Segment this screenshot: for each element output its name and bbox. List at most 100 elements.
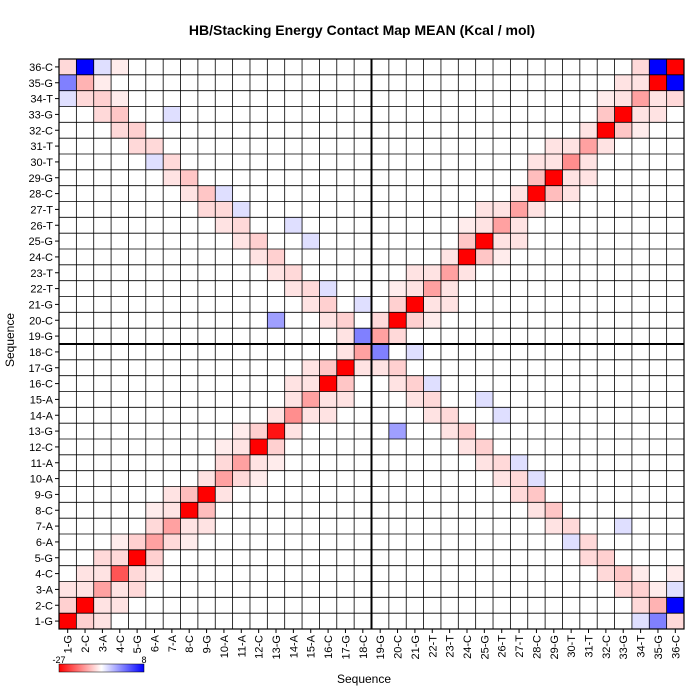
heatmap-cell — [388, 359, 407, 376]
heatmap-cell — [111, 534, 129, 550]
heatmap-cell — [493, 454, 511, 471]
heatmap-cell — [215, 486, 233, 503]
heatmap-cell — [527, 486, 546, 503]
heatmap-cell — [631, 613, 650, 629]
heatmap-cell — [423, 296, 441, 313]
heatmap-cells — [59, 59, 684, 629]
heatmap-cell — [649, 581, 667, 598]
x-tick-label: 23-T — [445, 635, 457, 658]
heatmap-cell — [666, 597, 684, 614]
heatmap-cell — [93, 597, 112, 614]
heatmap-cell — [579, 138, 598, 154]
heatmap-cell — [406, 296, 424, 313]
y-tick-label: 18-C — [29, 347, 53, 359]
x-tick-label: 16-C — [323, 635, 335, 659]
y-axis-ticks: 1-G 2-C 3-A 4-C 5-G 6-A 7-A 8-C 9-G 10-A 11-A 12-C 1… — [29, 62, 59, 628]
heatmap-cell — [510, 201, 528, 218]
heatmap-cell — [128, 565, 146, 582]
heatmap-cell — [302, 375, 320, 392]
heatmap-cell — [354, 359, 372, 376]
y-tick-label: 13-G — [29, 426, 53, 438]
heatmap-cell — [493, 470, 511, 487]
heatmap-cell — [93, 59, 112, 75]
heatmap-cell — [215, 439, 233, 455]
x-tick-label: 14-A — [288, 634, 300, 658]
heatmap-cell — [232, 217, 250, 234]
heatmap-cell — [145, 138, 164, 154]
heatmap-cell — [440, 249, 459, 265]
heatmap-cell — [197, 486, 216, 503]
y-tick-label: 19-G — [29, 331, 53, 343]
heatmap-cell — [249, 454, 268, 471]
heatmap-cell — [319, 375, 337, 392]
heatmap-cell — [180, 502, 198, 519]
heatmap-cell — [284, 217, 303, 234]
heatmap-cell — [302, 296, 320, 313]
heatmap-cell — [215, 185, 233, 202]
x-tick-label: 6-A — [149, 634, 161, 652]
heatmap-cell — [649, 613, 667, 629]
colorbar-gradient — [58, 663, 145, 673]
heatmap-cell — [475, 233, 494, 249]
x-tick-label: 26-T — [497, 635, 509, 658]
x-tick-label: 36-C — [670, 635, 682, 659]
heatmap-cell — [76, 74, 94, 91]
x-tick-label: 28-C — [531, 635, 543, 659]
heatmap-cell — [475, 249, 494, 265]
heatmap-cell — [267, 249, 285, 265]
heatmap-cell — [631, 106, 650, 123]
heatmap-cell — [440, 423, 459, 439]
heatmap-cell — [93, 549, 112, 566]
heatmap-cell — [562, 154, 580, 170]
heatmap-cell — [302, 407, 320, 424]
heatmap-cell — [249, 470, 268, 487]
y-tick-label: 34-T — [30, 94, 53, 106]
heatmap-cell — [388, 296, 407, 313]
heatmap-cell — [614, 90, 632, 107]
heatmap-cell — [493, 201, 511, 218]
heatmap-cell — [527, 502, 546, 519]
y-tick-label: 35-G — [29, 78, 53, 90]
x-tick-label: 22-T — [427, 635, 439, 658]
heatmap-cell — [249, 249, 268, 265]
heatmap-cell — [440, 296, 459, 313]
x-tick-label: 7-A — [167, 634, 179, 652]
heatmap-cell — [128, 549, 146, 566]
heatmap-cell — [145, 534, 164, 550]
heatmap-cell — [562, 534, 580, 550]
y-tick-label: 4-C — [35, 569, 53, 581]
x-tick-label: 17-G — [340, 635, 352, 659]
heatmap-cell — [458, 439, 476, 455]
y-tick-label: 6-A — [36, 537, 54, 549]
y-tick-label: 36-C — [29, 62, 53, 74]
x-tick-label: 13-G — [271, 635, 283, 659]
heatmap-cell — [631, 565, 650, 582]
heatmap-cell — [232, 233, 250, 249]
y-tick-label: 21-G — [29, 299, 53, 311]
heatmap-cell — [423, 375, 441, 392]
heatmap-cell — [111, 549, 129, 566]
heatmap-cell — [597, 122, 615, 139]
heatmap-cell — [249, 423, 268, 439]
y-tick-label: 10-A — [30, 474, 54, 486]
heatmap-cell — [510, 454, 528, 471]
heatmap-dividers — [58, 58, 685, 630]
heatmap-cell — [562, 518, 580, 534]
heatmap-cell — [666, 581, 684, 598]
heatmap-cell — [319, 312, 337, 329]
heatmap-cell — [145, 565, 164, 582]
heatmap-cell — [336, 344, 355, 360]
heatmap-cell — [336, 328, 355, 344]
heatmap-cell — [406, 312, 424, 329]
heatmap-cell — [545, 185, 563, 202]
x-tick-label: 12-C — [254, 635, 266, 659]
heatmap-cell — [59, 90, 77, 107]
x-axis-ticks: 1-G 2-C 3-A 4-C 5-G 6-A 7-A 8-C 9-G 10-A 11-A 12-C 1… — [63, 629, 682, 659]
heatmap-cell — [597, 565, 615, 582]
heatmap-cell — [163, 106, 181, 123]
heatmap-cell — [458, 217, 476, 234]
heatmap-cell — [319, 359, 337, 376]
y-tick-label: 7-A — [36, 521, 54, 533]
y-tick-label: 28-C — [29, 189, 53, 201]
heatmap-cell — [128, 534, 146, 550]
